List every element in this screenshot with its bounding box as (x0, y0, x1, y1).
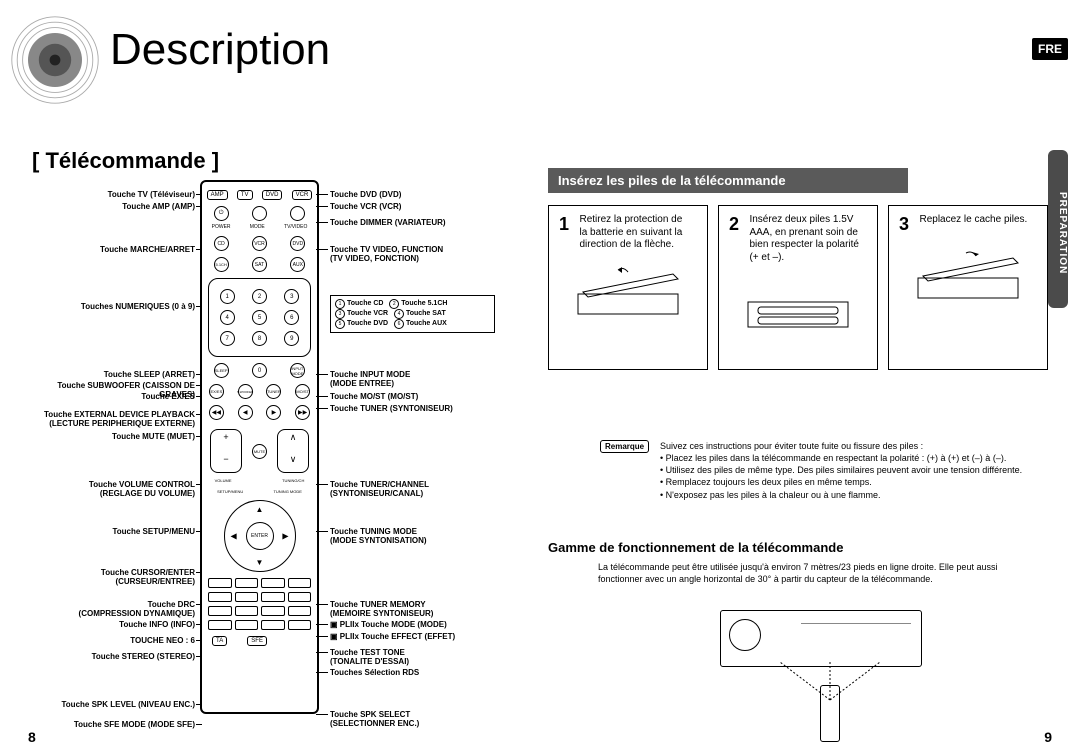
page-number-left: 8 (28, 729, 36, 745)
callout-right: Touches Sélection RDS (330, 668, 510, 677)
remote-dvd: DVD (262, 190, 283, 200)
callout-left: Touche SETUP/MENU (20, 527, 195, 536)
battery-header: Insérez les piles de la télécommande (548, 168, 908, 193)
step-3: 3 Replacez le cache piles. (888, 205, 1048, 370)
callout-right: Touche TV VIDEO, FUNCTION(TV VIDEO, FONC… (330, 245, 510, 263)
callout-right: Touche INPUT MODE(MODE ENTREE) (330, 370, 510, 388)
callout-right: Touche TEST TONE(TONALITE D'ESSAI) (330, 648, 510, 666)
speaker-ornament (10, 15, 100, 105)
remote-tv: TV (237, 190, 253, 200)
callout-right: Touche MO/ST (MO/ST) (330, 392, 510, 401)
callout-right: Touche DIMMER (VARIATEUR) (330, 218, 510, 227)
callout-left: Touche DRC(COMPRESSION DYNAMIQUE) (20, 600, 195, 618)
remarque-badge: Remarque (600, 440, 649, 453)
section-title: [ Télécommande ] (32, 148, 219, 174)
callout-left: Touche STEREO (STEREO) (20, 652, 195, 661)
battery-cover-close-icon (908, 248, 1028, 303)
callout-left: Touche EX/ES (20, 392, 195, 401)
remote-mode (252, 206, 267, 221)
remote-amp: AMP (207, 190, 228, 200)
callout-left: Touche EXTERNAL DEVICE PLAYBACK(LECTURE … (20, 410, 195, 428)
battery-notes: Suivez ces instructions pour éviter tout… (660, 440, 1050, 501)
callout-left: Touche TV (Téléviseur) (20, 190, 195, 199)
callout-right: Touche TUNER/CHANNEL(SYNTONISEUR/CANAL) (330, 480, 510, 498)
callout-right: Touche TUNING MODE(MODE SYNTONISATION) (330, 527, 510, 545)
mini-remote-icon (820, 685, 840, 742)
callout-left: Touches NUMERIQUES (0 à 9) (20, 302, 195, 311)
callout-left: Touche SPK LEVEL (NIVEAU ENC.) (20, 700, 195, 709)
callout-left: Touche SFE MODE (MODE SFE) (20, 720, 195, 729)
callout-left: Touche CURSOR/ENTER(CURSEUR/ENTREE) (20, 568, 195, 586)
callout-left: Touche AMP (AMP) (20, 202, 195, 211)
battery-cover-open-icon (568, 264, 688, 319)
remote-dpad: ▲ ▼ ◀ ▶ ENTER (224, 500, 296, 572)
callout-right: ▣ PLIIx Touche EFFECT (EFFET) (330, 632, 510, 641)
callout-left: Touche INFO (INFO) (20, 620, 195, 629)
remote-diagram: AMP TV DVD VCR ⏻ POWER MODE TV/VIDEO CD … (200, 180, 319, 714)
page-title: Description (110, 25, 330, 75)
range-body: La télécommande peut être utilisée jusqu… (598, 562, 1038, 585)
callout-right: ▣ PLIIx Touche MODE (MODE) (330, 620, 510, 629)
battery-insert-icon (738, 277, 858, 332)
range-header: Gamme de fonctionnement de la télécomman… (548, 540, 843, 555)
remote-tvvideo (290, 206, 305, 221)
remote-vcr: VCR (292, 190, 313, 200)
mode-key-block: 1Touche CD 2Touche 5.1CH3Touche VCR 4Tou… (330, 295, 495, 333)
remote-power: ⏻ (214, 206, 229, 221)
callout-right: Touche TUNER MEMORY(MEMOIRE SYNTONISEUR) (330, 600, 510, 618)
callout-left: TOUCHE NEO : 6 (20, 636, 195, 645)
language-badge: FRE (1032, 38, 1068, 60)
callout-left: Touche MUTE (MUET) (20, 432, 195, 441)
callout-right: Touche SPK SELECT(SELECTIONNER ENC.) (330, 710, 510, 728)
section-tab: PREPARATION (1048, 150, 1068, 308)
callout-left: Touche VOLUME CONTROL(REGLAGE DU VOLUME) (20, 480, 195, 498)
step-2: 2 Insérez deux piles 1.5V AAA, en prenan… (718, 205, 878, 370)
callout-left: Touche SLEEP (ARRET) (20, 370, 195, 379)
page-number-right: 9 (1044, 729, 1052, 745)
callout-right: Touche TUNER (SYNTONISEUR) (330, 404, 510, 413)
step-1: 1 Retirez la protection de la batterie e… (548, 205, 708, 370)
receiver-diagram (720, 610, 922, 667)
callout-right: Touche DVD (DVD) (330, 190, 510, 199)
callout-right: Touche VCR (VCR) (330, 202, 510, 211)
callout-left: Touche MARCHE/ARRET (20, 245, 195, 254)
